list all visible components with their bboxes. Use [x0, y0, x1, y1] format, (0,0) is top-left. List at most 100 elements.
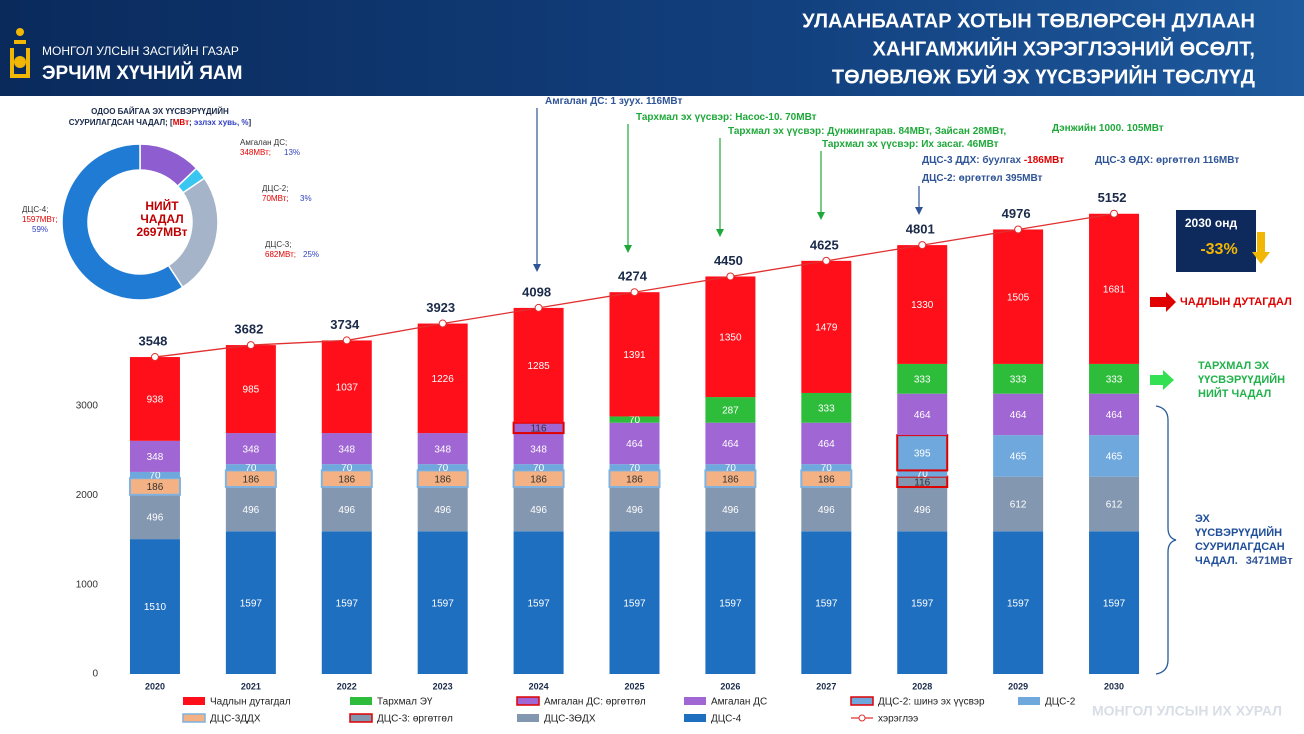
annotation-part: -186МВт — [1024, 155, 1064, 166]
segment-label: 464 — [722, 439, 739, 450]
side-arrow — [1150, 370, 1174, 390]
annotation: ДЦС-3 ДДХ: буулгах -186МВт — [922, 154, 1064, 166]
segment-label: 464 — [1010, 410, 1027, 421]
bar-segment — [225, 433, 276, 465]
bar-segment — [897, 470, 948, 477]
footer-watermark: МОНГОЛ УЛСЫН ИХ ХУРАЛ — [1092, 703, 1282, 719]
segment-label: 186 — [722, 474, 739, 485]
total-label: 3548 — [138, 333, 167, 348]
segment-label: 70 — [629, 415, 641, 426]
segment-label: 186 — [434, 474, 451, 485]
side-label-line: ЭХ — [1195, 513, 1211, 525]
ministry-name: ЭРЧИМ ХҮЧНИЙ ЯАМ — [42, 62, 242, 84]
segment-label: 1037 — [336, 382, 359, 393]
callout-change: -33% — [1200, 241, 1237, 258]
donut-center: 2697МВт — [136, 225, 187, 239]
segment-label: 395 — [914, 448, 931, 459]
bar-segment — [705, 276, 756, 398]
total-label: 4801 — [906, 222, 935, 237]
bar-segment — [609, 292, 660, 417]
segment-label: 496 — [530, 505, 547, 516]
segment-label: 1597 — [336, 598, 359, 609]
bar-segment — [609, 416, 660, 423]
annotation: Тархмал эх үүсвэр: Насос-10. 70МВт — [636, 112, 817, 123]
bar-segment — [609, 487, 660, 532]
segment-label: 1597 — [432, 598, 455, 609]
bracket — [1155, 405, 1177, 675]
annotation-arrowhead — [533, 264, 541, 272]
legend-swatch — [182, 713, 206, 723]
legend-label: ДЦС-4 — [711, 714, 742, 725]
legend-label: ДЦС-2 — [1045, 697, 1076, 708]
bar-segment — [513, 464, 564, 471]
annotation-part: ДЦС-3 ДДХ: буулгах — [922, 154, 1024, 166]
total-label: 4450 — [714, 253, 743, 268]
annotation-part: ; — [189, 118, 194, 127]
annotation-arrowhead — [817, 212, 825, 220]
segment-label: 464 — [818, 439, 835, 450]
side-label: ҮҮСВЭРҮҮДИЙН — [1195, 526, 1282, 539]
side-label: ЧАДЛЫН ДУТАГДАЛ — [1180, 296, 1292, 308]
legend-swatch — [684, 697, 706, 705]
segment-label: 348 — [338, 444, 355, 455]
segment-label: 1597 — [911, 598, 934, 609]
segment-label: 333 — [914, 374, 931, 385]
line-marker — [822, 256, 831, 265]
bar-segment — [897, 245, 948, 364]
donut-center: НИЙТ — [145, 198, 179, 213]
callout-box — [1176, 210, 1256, 272]
y-tick-label: 0 — [92, 669, 98, 680]
segment-label: 1597 — [1103, 598, 1126, 609]
side-label: ЧАДАЛ. 3471МВт — [1195, 555, 1293, 567]
bar-segment — [417, 464, 468, 471]
annotation-arrowhead — [624, 245, 632, 253]
total-label: 4976 — [1002, 206, 1031, 221]
bar-segment — [609, 422, 660, 465]
segment-label: 1505 — [1007, 292, 1030, 303]
legend-label: ДЦС-3ӨДХ — [544, 714, 596, 725]
side-label: СУУРИЛАГДСАН — [1195, 541, 1285, 553]
x-tick-label: 2028 — [912, 681, 932, 691]
legend-swatch — [1018, 697, 1040, 705]
segment-label: 333 — [1106, 374, 1123, 385]
segment-label: 1510 — [144, 602, 167, 613]
line-marker — [630, 288, 639, 297]
annotation-arrowhead — [716, 229, 724, 237]
segment-label: 1330 — [911, 300, 934, 311]
side-label-line: ҮҮСВЭРҮҮДИЙН — [1198, 373, 1285, 386]
bar-segment — [1089, 393, 1140, 436]
segment-label: 287 — [722, 406, 739, 417]
segment-label: 70 — [725, 463, 737, 474]
legend-label: Амгалан ДС: өргөтгөл — [544, 697, 646, 708]
legend-swatch — [349, 713, 373, 723]
segment-label: 464 — [914, 410, 931, 421]
bar-segment — [705, 531, 756, 674]
annotation: Амгалан ДС: 1 зуух. 116МВт — [545, 96, 683, 107]
y-tick-label: 2000 — [76, 490, 99, 501]
bar-segment — [1089, 363, 1140, 394]
bar-segment — [897, 531, 948, 674]
annotation-part: эзлэх хувь, % — [194, 118, 249, 127]
annotation: Тархмал эх үүсвэр: Их засаг. 46МВт — [822, 139, 999, 150]
logo — [10, 28, 30, 78]
segment-label: 70 — [821, 463, 833, 474]
bar-segment — [129, 494, 180, 540]
slide-title: ТӨЛӨВЛӨЖ БУЙ ЭХ ҮҮСВЭРИЙН ТӨСЛҮҮД — [832, 64, 1255, 88]
side-label: ҮҮСВЭРҮҮДИЙН — [1198, 373, 1285, 386]
annotation-part: ДЦС-2: өргөтгөл 395МВт — [922, 173, 1043, 184]
slice-name: ДЦС-3; — [265, 240, 291, 249]
segment-label: 1226 — [432, 374, 455, 385]
slice-name: Амгалан ДС; — [240, 138, 287, 147]
line-marker — [246, 341, 255, 350]
bar-segment — [993, 435, 1044, 477]
segment-label: 116 — [914, 477, 930, 488]
line-marker — [1014, 225, 1023, 234]
bar-segment — [417, 433, 468, 465]
segment-label: 70 — [149, 471, 161, 482]
segment-label: 186 — [243, 474, 260, 485]
annotation: Дэнжийн 1000. 105МВт — [1052, 123, 1164, 134]
annotation-part: ] — [249, 118, 252, 127]
bar-segment — [993, 393, 1044, 436]
segment-label: 496 — [914, 505, 931, 516]
donut-slice — [61, 143, 184, 301]
